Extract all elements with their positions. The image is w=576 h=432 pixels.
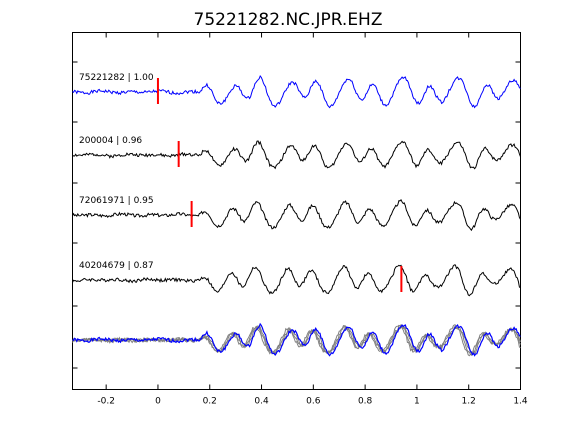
x-tick-label-1: 0	[155, 397, 161, 407]
x-axis-ticks: -0.2 0 0.2 0.4 0.6 0.8 1 1.2 1.4	[97, 32, 528, 407]
x-tick-label-4: 0.6	[306, 397, 321, 407]
trace-label-3: 72061971 | 0.95	[79, 196, 154, 206]
trace-line-2	[72, 140, 521, 170]
x-tick-label-6: 1	[414, 397, 420, 407]
x-tick-label-0: -0.2	[97, 397, 115, 407]
traces-layer	[72, 74, 521, 357]
x-tick-label-8: 1.4	[513, 397, 528, 407]
chart-title: 75221282.NC.JPR.EHZ	[194, 10, 383, 30]
y-axis-ticks	[72, 61, 521, 369]
overlay-trace-4	[72, 324, 521, 357]
trace-label-1: 75221282 | 1.00	[79, 73, 154, 83]
plot-frame	[72, 32, 521, 390]
overlay-master-trace	[72, 322, 521, 357]
trace-line-3	[72, 198, 521, 232]
trace-labels: 75221282 | 1.00 200004 | 0.96 72061971 | 0…	[79, 73, 154, 271]
trace-line-1	[72, 74, 521, 109]
x-tick-label-3: 0.4	[254, 397, 269, 407]
overlay-trace-2	[72, 325, 521, 355]
x-tick-label-7: 1.2	[462, 397, 476, 407]
trace-label-4: 40204679 | 0.87	[79, 261, 154, 271]
trace-label-2: 200004 | 0.96	[79, 136, 142, 146]
x-tick-label-5: 0.8	[358, 397, 373, 407]
x-tick-label-2: 0.2	[203, 397, 217, 407]
trace-line-4	[72, 264, 521, 297]
